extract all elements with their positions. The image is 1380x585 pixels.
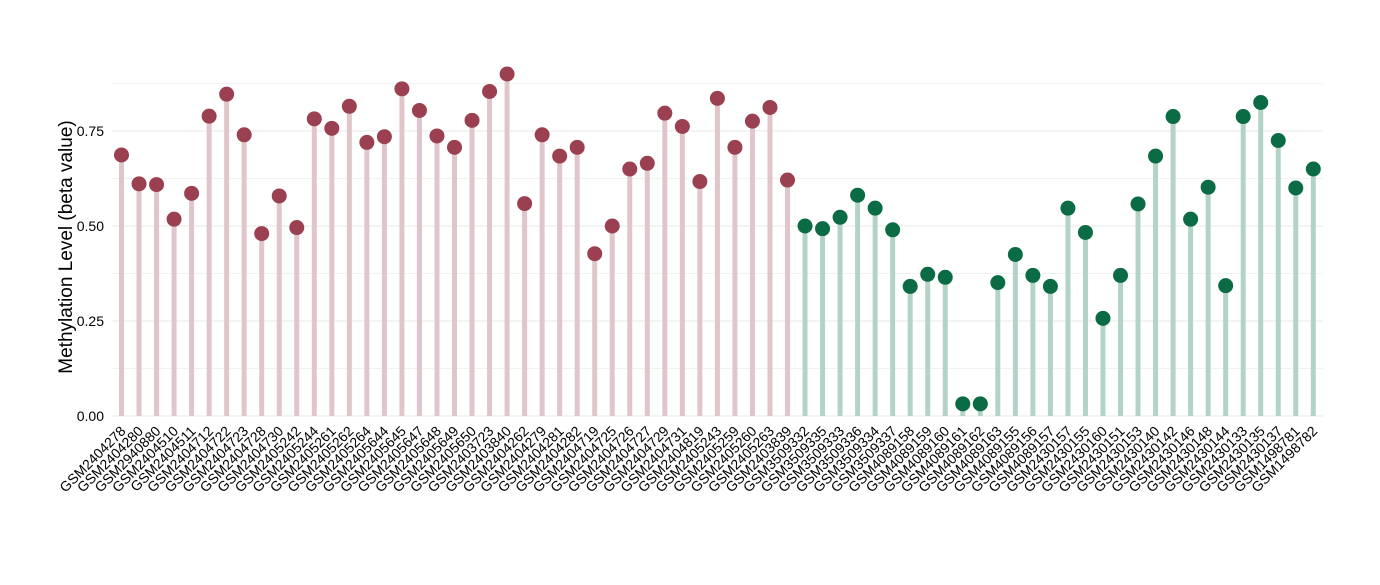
data-point: [482, 83, 498, 99]
stems: [119, 74, 1316, 416]
data-point: [1060, 200, 1076, 216]
data-point: [1077, 224, 1093, 240]
data-point: [990, 275, 1006, 291]
data-point: [464, 112, 480, 128]
data-point: [184, 185, 200, 201]
data-point: [692, 174, 708, 190]
data-point: [867, 200, 883, 216]
data-point: [499, 66, 515, 82]
data-point: [1165, 109, 1181, 125]
data-point: [569, 139, 585, 155]
data-point: [114, 147, 129, 163]
data-point: [324, 120, 340, 136]
data-point: [1007, 247, 1023, 262]
data-point: [902, 278, 918, 294]
data-point: [955, 396, 971, 412]
data-point: [359, 134, 375, 150]
data-point: [1130, 196, 1146, 212]
data-point: [832, 209, 848, 225]
data-point: [885, 222, 901, 238]
data-point: [815, 221, 831, 237]
data-point: [762, 99, 778, 115]
data-point: [1042, 278, 1058, 294]
data-point: [1025, 267, 1041, 283]
data-point: [376, 129, 392, 145]
data-point: [780, 172, 796, 188]
data-point: [850, 187, 866, 203]
points: [114, 66, 1321, 412]
data-point: [149, 177, 165, 193]
y-tick-label: 0.25: [77, 313, 104, 329]
data-point: [1288, 180, 1304, 196]
data-point: [727, 139, 743, 155]
data-point: [1148, 148, 1164, 164]
data-point: [674, 118, 690, 134]
data-point: [587, 246, 603, 262]
y-tick-label: 0.75: [77, 123, 104, 139]
data-point: [201, 108, 217, 124]
data-point: [131, 176, 147, 192]
data-point: [236, 127, 252, 143]
data-point: [411, 102, 427, 118]
data-point: [429, 128, 445, 144]
data-point: [657, 105, 673, 121]
data-point: [394, 81, 410, 97]
data-point: [744, 113, 760, 129]
y-tick-label: 0.50: [77, 218, 104, 234]
data-point: [534, 127, 550, 143]
data-point: [1235, 109, 1251, 125]
data-point: [604, 218, 620, 234]
data-point: [341, 98, 357, 114]
y-tick-label: 0.00: [77, 408, 104, 424]
data-point: [1218, 278, 1234, 294]
data-point: [622, 161, 638, 177]
data-point: [1270, 133, 1286, 148]
data-point: [1253, 95, 1269, 110]
y-axis-label: Methylation Level (beta value): [56, 120, 77, 373]
data-point: [709, 90, 725, 106]
data-point: [517, 196, 533, 212]
data-point: [972, 396, 988, 412]
data-point: [639, 155, 655, 171]
data-point: [447, 139, 463, 155]
data-point: [219, 86, 235, 102]
data-point: [289, 220, 305, 236]
data-point: [1183, 211, 1199, 227]
data-point: [1113, 267, 1129, 283]
data-point: [254, 226, 270, 242]
data-point: [937, 269, 953, 285]
data-point: [552, 148, 568, 164]
data-point: [1095, 310, 1111, 326]
data-point: [166, 211, 182, 227]
data-point: [271, 188, 287, 204]
data-point: [920, 266, 936, 282]
data-point: [1305, 161, 1321, 177]
y-axis-ticks: 0.00 0.25 0.50 0.75: [77, 123, 104, 424]
data-point: [1200, 179, 1216, 195]
data-point: [306, 111, 322, 127]
data-point: [797, 218, 813, 234]
x-axis-ticks: GSM2404278GSM2404280GSM2940880GSM2404510…: [56, 423, 1320, 496]
